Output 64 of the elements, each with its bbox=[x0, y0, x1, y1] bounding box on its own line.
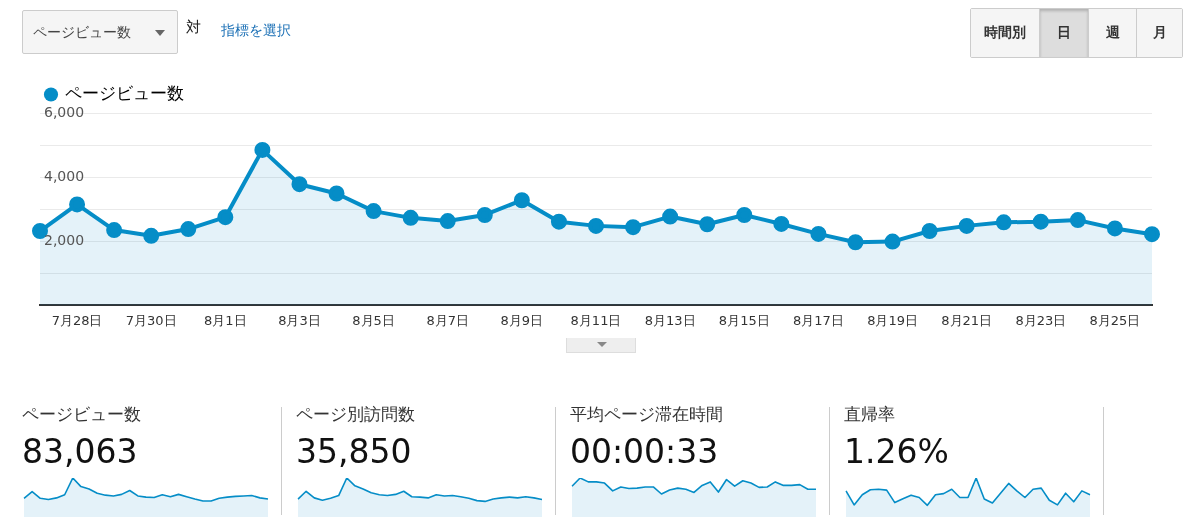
chart-subtitle: 83,063 bbox=[22, 432, 139, 471]
x-tick-label: 7月30日 bbox=[125, 312, 177, 328]
y-tick-label: 4,000 bbox=[44, 167, 85, 184]
text: ページビュー数 bbox=[33, 24, 131, 40]
point bbox=[106, 222, 123, 239]
point bbox=[847, 234, 864, 251]
chart-title: ページ別訪問数 bbox=[296, 403, 416, 426]
point bbox=[291, 176, 308, 193]
chart-subtitle: 1.26% bbox=[844, 432, 950, 471]
point bbox=[1106, 220, 1123, 237]
point bbox=[476, 206, 493, 223]
point bbox=[217, 209, 234, 226]
text: 時間別 bbox=[971, 9, 1039, 57]
point bbox=[69, 196, 86, 213]
point bbox=[143, 227, 160, 244]
point bbox=[439, 213, 456, 230]
point bbox=[365, 203, 382, 220]
point bbox=[958, 217, 975, 234]
chart-subtitle: 00:00:33 bbox=[570, 432, 720, 471]
y-tick-label: 6,000 bbox=[44, 103, 85, 120]
x-tick-label: 8月21日 bbox=[941, 312, 993, 328]
point bbox=[513, 192, 530, 209]
text: 週 bbox=[1088, 9, 1136, 57]
x-tick-label: 8月5日 bbox=[352, 312, 395, 328]
chart-subtitle: 35,850 bbox=[296, 432, 413, 471]
point bbox=[254, 141, 271, 158]
point bbox=[810, 225, 827, 242]
x-tick-label: 8月25日 bbox=[1089, 312, 1141, 328]
chart-title: ページビュー数 bbox=[22, 403, 142, 426]
point bbox=[180, 221, 197, 238]
point bbox=[1032, 213, 1049, 230]
text: 対 bbox=[186, 18, 201, 37]
point bbox=[921, 223, 938, 240]
point bbox=[625, 219, 642, 236]
text: 指標を選択 bbox=[221, 22, 291, 40]
text: 月 bbox=[1136, 9, 1182, 57]
point bbox=[1069, 212, 1086, 229]
x-tick-label: 8月23日 bbox=[1015, 312, 1067, 328]
point bbox=[402, 209, 419, 226]
x-tick-label: 8月13日 bbox=[644, 312, 696, 328]
chart-title: 平均ページ滞在時間 bbox=[570, 403, 724, 426]
x-tick-label: 8月19日 bbox=[867, 312, 918, 328]
point bbox=[328, 185, 345, 202]
x-tick-label: 8月1日 bbox=[204, 312, 247, 328]
point bbox=[662, 208, 679, 225]
x-tick-label: 8月17日 bbox=[792, 312, 844, 328]
x-tick-label: 8月15日 bbox=[718, 312, 770, 328]
x-tick-label: 8月9日 bbox=[500, 312, 544, 328]
point bbox=[1144, 226, 1160, 243]
y-tick-label: 2,000 bbox=[44, 231, 85, 248]
x-tick-label: 8月3日 bbox=[278, 312, 321, 328]
point bbox=[773, 215, 790, 232]
x-tick-label: 8月7日 bbox=[426, 312, 470, 328]
point bbox=[884, 233, 901, 250]
chart-title: 直帰率 bbox=[844, 403, 896, 426]
x-tick-label: 7月28日 bbox=[51, 312, 103, 328]
text: 日 bbox=[1039, 9, 1088, 57]
x-tick-label: 8月11日 bbox=[570, 312, 622, 328]
legend-label: ページビュー数 bbox=[64, 82, 184, 103]
point bbox=[995, 214, 1012, 231]
point bbox=[588, 217, 604, 234]
point bbox=[699, 216, 716, 233]
point bbox=[550, 213, 567, 230]
point bbox=[736, 206, 753, 223]
